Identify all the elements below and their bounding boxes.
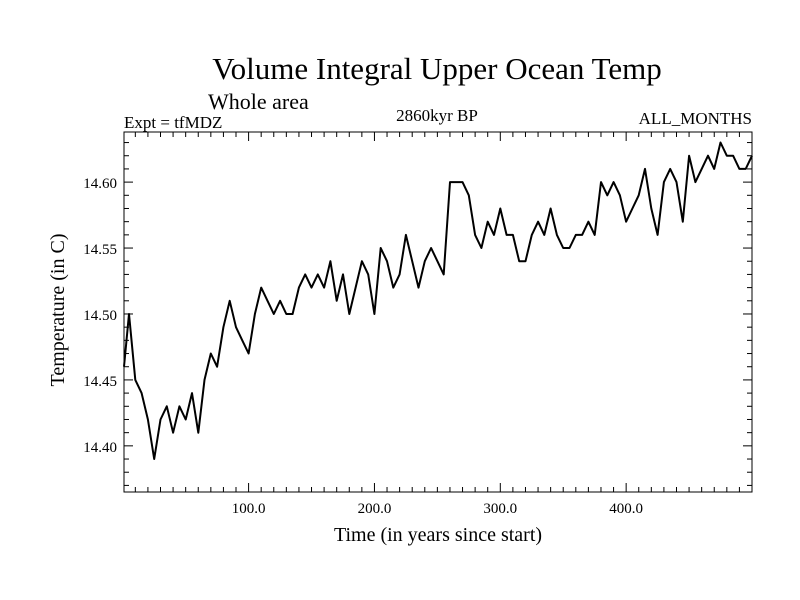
y-axis-ticks: 14.40 14.45 14.50 14.55 14.60 [83,142,752,486]
plot-frame [123,131,753,493]
x-tick-label: 400.0 [609,501,643,517]
y-tick-label: 14.60 [83,176,117,192]
experiment-label: Expt = tfMDZ [124,113,222,132]
y-axis-label: Temperature (in C) [47,234,69,387]
chart-subtitle: Whole area [208,89,309,114]
chart-title: Volume Integral Upper Ocean Temp [212,51,662,86]
x-tick-label: 200.0 [358,501,392,517]
y-tick-label: 14.45 [83,374,117,390]
x-tick-label: 300.0 [483,501,517,517]
x-axis-label: Time (in years since start) [334,524,542,546]
x-tick-label: 100.0 [232,501,266,517]
y-tick-label: 14.50 [83,308,117,324]
period-label: 2860kyr BP [396,106,478,125]
x-axis-ticks: 100.0 200.0 300.0 400.0 [134,132,740,517]
y-tick-label: 14.40 [83,440,117,456]
y-tick-label: 14.55 [83,242,117,258]
months-label: ALL_MONTHS [639,109,752,128]
temperature-series-line [123,141,753,460]
